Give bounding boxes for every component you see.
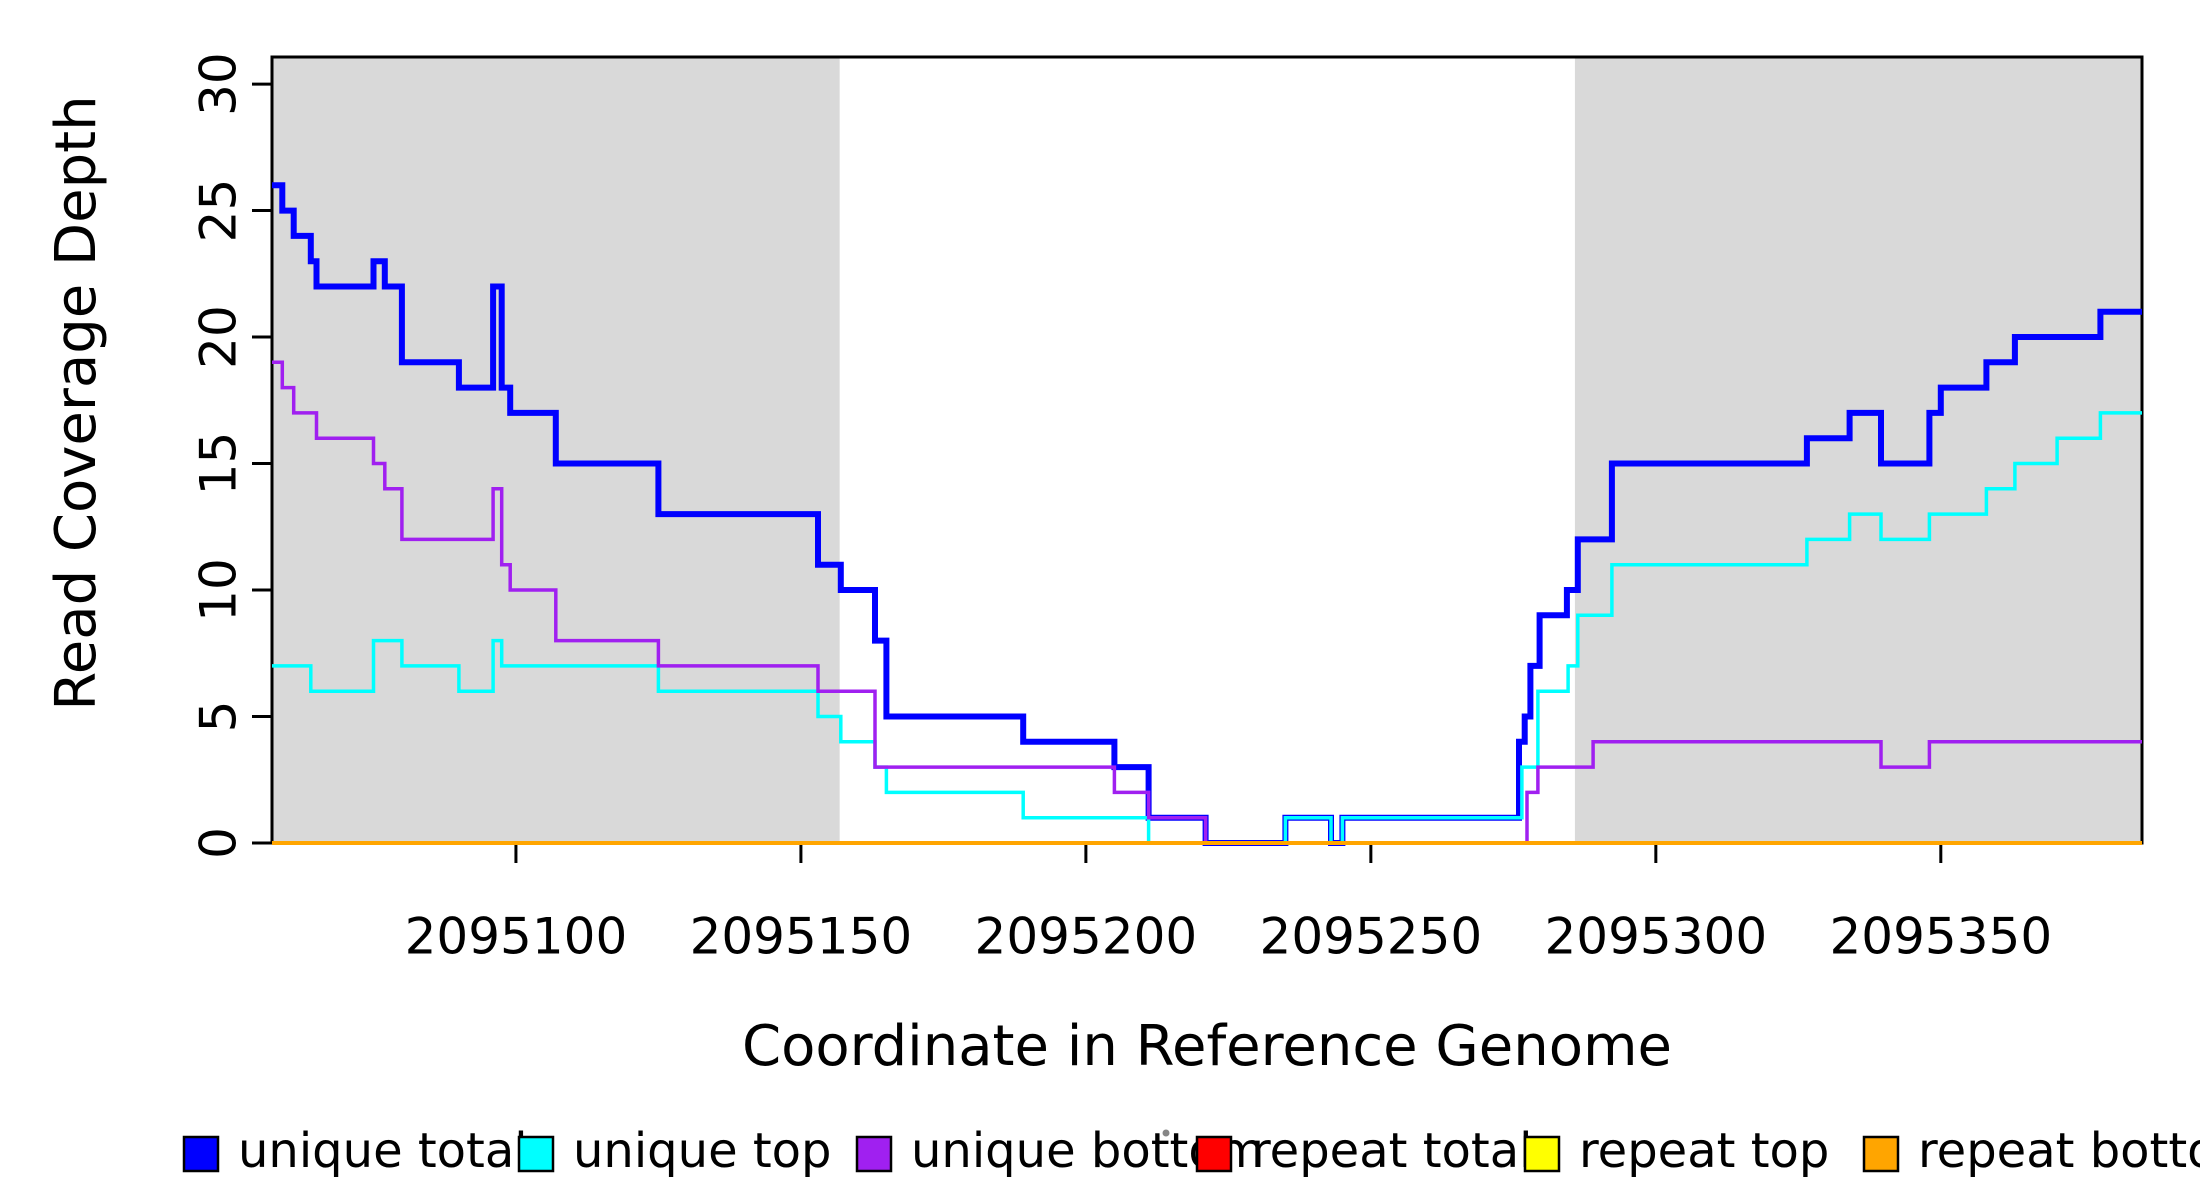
y-tick-label: 0 [190,827,248,859]
legend-swatch-unique-bottom [855,1135,893,1173]
x-tick-label: 2095100 [405,908,628,966]
x-tick-label: 2095350 [1829,908,2052,966]
data-series [272,182,2142,846]
legend-label-repeat-total: repeat total [1251,1123,1532,1179]
y-tick-label: 30 [190,52,248,116]
x-tick-label: 2095200 [975,908,1198,966]
legend-label-unique-total: unique total [238,1123,528,1179]
legend-swatch-repeat-top [1523,1135,1561,1173]
series-unique-top [272,411,2142,845]
legend-swatch-unique-total [182,1135,220,1173]
y-tick-label: 10 [190,558,248,622]
stray-dot-artifact [1162,1129,1170,1137]
x-axis-title: Coordinate in Reference Genome [742,1014,1672,1079]
legend-label-unique-top: unique top [573,1123,832,1179]
y-tick-label: 15 [190,432,248,496]
legend-swatch-repeat-total [1195,1135,1233,1173]
shaded-regions [272,57,2142,843]
legend-swatch-unique-top [517,1135,555,1173]
axes: 2095100 2095150 2095200 2095250 2095300 20953… [190,52,2144,966]
y-tick-label: 25 [190,179,248,243]
x-tick-label: 2095150 [690,908,913,966]
legend: unique total unique top unique bottomrepea… [182,1123,2200,1179]
legend-swatch-repeat-bottom [1862,1135,1900,1173]
legend-label-repeat-bottom: repeat bottom [1918,1123,2200,1179]
legend-label-repeat-top: repeat top [1579,1123,1829,1179]
y-tick-label: 5 [190,701,248,733]
y-axis-title: Read Coverage Depth [44,95,109,710]
x-tick-label: 2095300 [1544,908,1767,966]
shaded-band [1574,57,2142,843]
x-tick-label: 2095250 [1260,908,1483,966]
y-tick-label: 20 [190,305,248,369]
series-unique-bottom [272,360,2142,845]
